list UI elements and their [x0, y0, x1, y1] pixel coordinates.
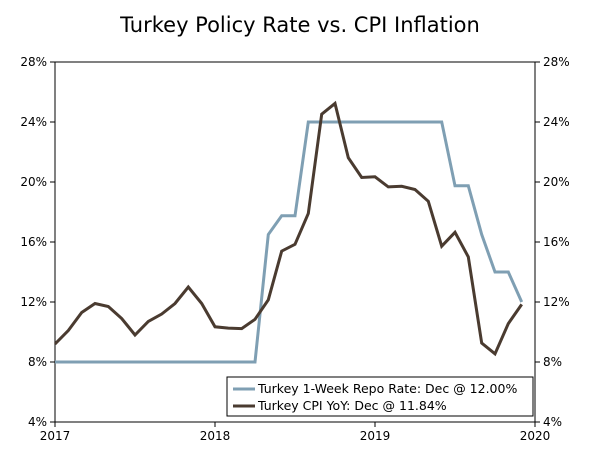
- y-tick-label-left: 12%: [20, 295, 47, 309]
- x-axis: 2017 2018 2019 2020: [40, 422, 551, 443]
- y-tick-label-right: 8%: [543, 355, 562, 369]
- x-tick-label: 2017: [40, 429, 71, 443]
- series-layer: [53, 100, 524, 364]
- legend-label-repo-rate: Turkey 1-Week Repo Rate: Dec @ 12.00%: [257, 381, 517, 396]
- x-tick-label: 2019: [360, 429, 391, 443]
- y-tick-label-left: 20%: [20, 175, 47, 189]
- y-tick-label-right: 20%: [543, 175, 570, 189]
- chart-title: Turkey Policy Rate vs. CPI Inflation: [119, 13, 480, 37]
- legend-label-cpi: Turkey CPI YoY: Dec @ 11.84%: [257, 398, 447, 413]
- y-tick-label-right: 24%: [543, 115, 570, 129]
- series-line-repo-rate: [55, 120, 524, 364]
- y-tick-label-right: 12%: [543, 295, 570, 309]
- y-tick-label-right: 16%: [543, 235, 570, 249]
- y-tick-label-left: 4%: [28, 415, 47, 429]
- y-tick-label-left: 8%: [28, 355, 47, 369]
- x-tick-label: 2020: [520, 429, 551, 443]
- y-axis-right: 4% 8% 12% 16% 20% 24% 28%: [535, 55, 570, 429]
- x-tick-label: 2018: [200, 429, 231, 443]
- y-tick-label-right: 4%: [543, 415, 562, 429]
- y-tick-label-left: 24%: [20, 115, 47, 129]
- series-line-cpi-yoy: [53, 100, 523, 357]
- legend-box: [226, 376, 534, 417]
- legend: Turkey 1-Week Repo Rate: Dec @ 12.00% Tu…: [226, 376, 534, 417]
- y-axis-left: 4% 8% 12% 16% 20% 24% 28%: [20, 55, 55, 429]
- y-tick-label-left: 16%: [20, 235, 47, 249]
- y-tick-label-left: 28%: [20, 55, 47, 69]
- y-tick-label-right: 28%: [543, 55, 570, 69]
